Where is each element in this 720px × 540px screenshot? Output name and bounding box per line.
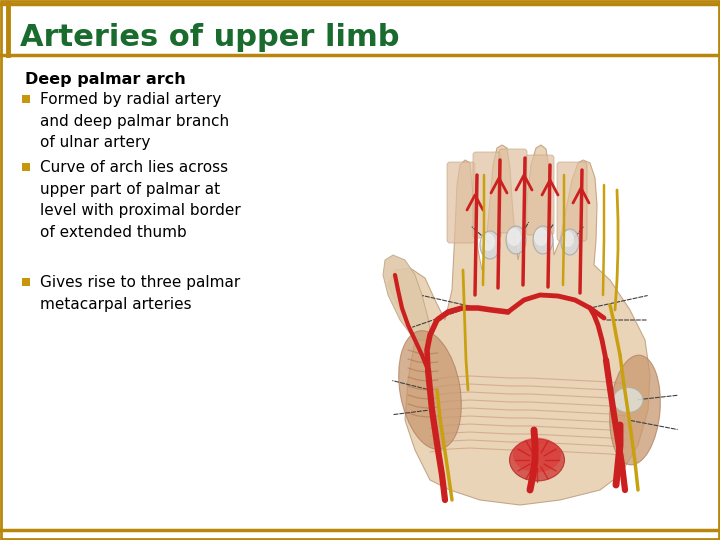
Ellipse shape [399,330,462,449]
Text: Deep palmar arch: Deep palmar arch [25,72,186,87]
FancyBboxPatch shape [473,152,501,238]
Polygon shape [383,255,432,340]
Ellipse shape [613,388,643,413]
Ellipse shape [506,226,526,254]
FancyBboxPatch shape [499,149,527,233]
Bar [22,278,30,286]
FancyBboxPatch shape [557,162,587,241]
Text: Formed by radial artery
and deep palmar branch
of ulnar artery: Formed by radial artery and deep palmar … [40,92,229,150]
Ellipse shape [510,439,564,481]
Ellipse shape [513,437,561,472]
Polygon shape [388,145,650,505]
Ellipse shape [481,233,495,251]
Ellipse shape [534,228,548,246]
Bar [368,56,718,528]
Ellipse shape [507,228,521,246]
Ellipse shape [561,229,579,255]
Bar [22,163,30,171]
Text: Curve of arch lies across
upper part of palmar at
level with proximal border
of : Curve of arch lies across upper part of … [40,160,240,240]
Bar [22,95,30,103]
Ellipse shape [562,231,574,247]
Text: Gives rise to three palmar
metacarpal arteries: Gives rise to three palmar metacarpal ar… [40,275,240,312]
Ellipse shape [610,355,660,465]
Text: Arteries of upper limb: Arteries of upper limb [20,23,400,51]
FancyBboxPatch shape [447,162,475,243]
FancyBboxPatch shape [526,155,554,235]
Ellipse shape [480,231,500,259]
Ellipse shape [533,226,553,254]
